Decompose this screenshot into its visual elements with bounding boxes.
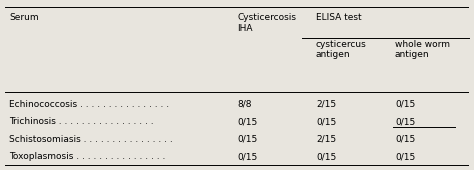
Text: 0/15: 0/15 xyxy=(237,117,257,126)
Text: 0/15: 0/15 xyxy=(395,117,415,126)
Text: whole worm
antigen: whole worm antigen xyxy=(395,40,450,59)
Text: 0/15: 0/15 xyxy=(237,152,257,162)
Text: 0/15: 0/15 xyxy=(237,135,257,144)
Text: 0/15: 0/15 xyxy=(316,152,336,162)
Text: 0/15: 0/15 xyxy=(395,152,415,162)
Text: Cysticercosis
IHA: Cysticercosis IHA xyxy=(237,13,296,33)
Text: Schistosomiasis . . . . . . . . . . . . . . . .: Schistosomiasis . . . . . . . . . . . . … xyxy=(9,135,173,144)
Text: 2/15: 2/15 xyxy=(316,135,336,144)
Text: Trichinosis . . . . . . . . . . . . . . . . .: Trichinosis . . . . . . . . . . . . . . … xyxy=(9,117,154,126)
Text: Toxoplasmosis . . . . . . . . . . . . . . . .: Toxoplasmosis . . . . . . . . . . . . . … xyxy=(9,152,166,162)
Text: ELISA test: ELISA test xyxy=(316,13,362,22)
Text: Echinococcosis . . . . . . . . . . . . . . . .: Echinococcosis . . . . . . . . . . . . .… xyxy=(9,100,170,109)
Text: Serum: Serum xyxy=(9,13,39,22)
Text: 0/15: 0/15 xyxy=(395,135,415,144)
Text: 0/15: 0/15 xyxy=(316,117,336,126)
Text: 8/8: 8/8 xyxy=(237,100,252,109)
Text: 2/15: 2/15 xyxy=(316,100,336,109)
Text: cysticercus
antigen: cysticercus antigen xyxy=(316,40,367,59)
Text: 0/15: 0/15 xyxy=(395,100,415,109)
